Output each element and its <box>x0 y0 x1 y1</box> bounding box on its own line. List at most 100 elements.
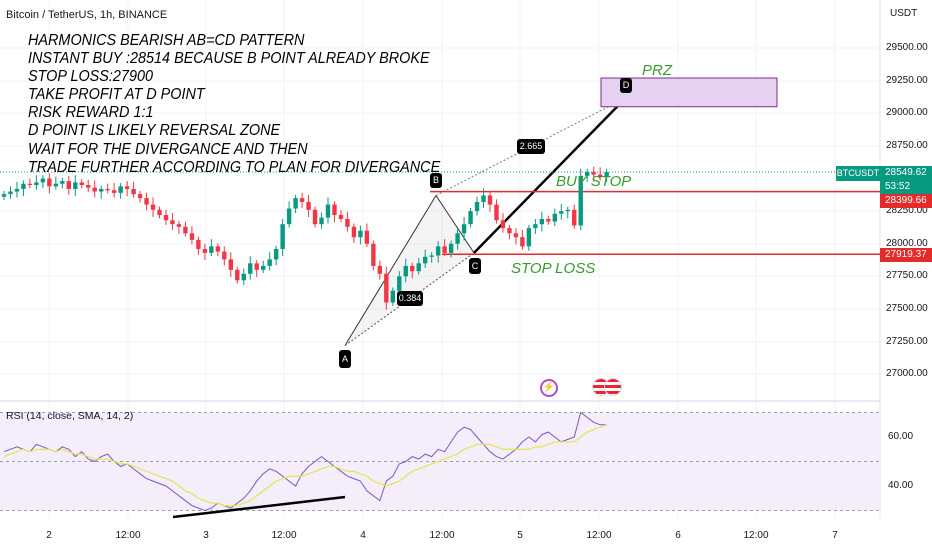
candle-body <box>325 204 331 218</box>
candle-body <box>267 259 272 266</box>
point-d-label: D <box>620 78 632 93</box>
candle-body <box>150 204 156 210</box>
candle-body <box>390 290 395 303</box>
note-line: HARMONICS BEARISH AB=CD PATTERN <box>28 32 305 49</box>
candle-body <box>235 269 240 281</box>
candle-body <box>209 246 214 253</box>
candle-body <box>423 256 428 264</box>
candle-body <box>572 209 577 226</box>
rsi-tick: 60.00 <box>888 431 914 442</box>
price-tick: 28250.00 <box>886 205 928 217</box>
lightning-icon[interactable]: ⚡ <box>540 379 558 397</box>
candle-body <box>73 182 78 189</box>
time-tick: 3 <box>203 530 209 541</box>
note-line: RISK REWARD 1:1 <box>28 104 154 122</box>
candle-body <box>163 215 169 221</box>
rsi-pane <box>0 411 880 519</box>
candle-body <box>513 233 519 238</box>
candle-body <box>273 248 279 260</box>
candle-body <box>8 191 13 195</box>
symbol-title: Bitcoin / TetherUS, 1h, BINANCE <box>6 9 168 21</box>
currency-label: USDT <box>890 8 918 19</box>
prz-label: PRZ <box>642 62 672 79</box>
candle-body <box>53 183 59 187</box>
leg-cd <box>473 96 627 254</box>
us-flag-icon[interactable] <box>604 378 622 396</box>
candle-body <box>494 204 499 221</box>
trade-notes: HARMONICS BEARISH AB=CD PATTERN INSTANT B… <box>28 32 440 177</box>
time-tick: 5 <box>517 530 523 541</box>
candle-body <box>546 218 551 222</box>
candle-body <box>92 187 97 192</box>
candle-body <box>319 217 324 225</box>
candle-body <box>40 178 46 183</box>
candle-body <box>124 186 130 189</box>
candle-body <box>299 198 305 202</box>
price-tick: 29500.00 <box>886 42 928 53</box>
note-line: STOP LOSS:27900 <box>28 68 154 86</box>
candle-body <box>371 243 376 266</box>
candle-body <box>86 185 91 188</box>
time-tick: 12:00 <box>115 530 141 541</box>
buy-stop-label: BUY STOP <box>556 173 632 190</box>
candle-body <box>487 195 493 205</box>
candle-body <box>500 220 506 229</box>
price-tick: 28750.00 <box>886 139 928 151</box>
leg-bc <box>435 195 475 254</box>
candle-body <box>111 190 117 193</box>
candle-body <box>144 198 149 205</box>
time-tick: 12:00 <box>743 530 769 541</box>
stop-loss-price-badge: 27919.37 <box>880 248 932 262</box>
countdown-badge: 53:52 <box>880 180 932 194</box>
price-tick: 29000.00 <box>886 107 928 119</box>
candle-body <box>14 188 20 192</box>
rsi-sma-line <box>3 424 607 507</box>
price-tick: 27750.00 <box>886 270 928 282</box>
candle-body <box>416 263 421 272</box>
candle-body <box>552 213 557 222</box>
candle-body <box>358 230 363 238</box>
candle-body <box>455 233 460 244</box>
candle-body <box>377 265 383 274</box>
candle-body <box>254 263 259 270</box>
candle-body <box>410 265 415 272</box>
candle-body <box>345 218 350 227</box>
candle-body <box>105 188 110 191</box>
time-tick: 7 <box>832 530 838 541</box>
candle-body <box>293 198 298 209</box>
rsi-line <box>3 411 607 512</box>
candle-body <box>559 211 564 214</box>
price-tick: 27000.00 <box>886 368 928 380</box>
candle-body <box>468 211 473 225</box>
candle-body <box>21 183 26 189</box>
candle-body <box>332 204 337 216</box>
candle-body <box>286 208 292 225</box>
point-c-label: C <box>469 258 481 274</box>
candle-body <box>60 181 65 184</box>
candle-body <box>47 178 52 187</box>
price-tick: 27250.00 <box>886 335 928 347</box>
divergence-line <box>172 495 346 519</box>
candle-body <box>397 276 402 291</box>
candle-body <box>351 226 357 238</box>
note-line: WAIT FOR THE DIVERGANCE AND THEN <box>28 140 308 158</box>
candle-body <box>306 201 311 210</box>
candle-body <box>578 175 583 226</box>
candle-body <box>137 194 143 199</box>
leg-ab <box>344 195 437 346</box>
candle-body <box>338 215 344 219</box>
time-tick: 12:00 <box>586 530 612 541</box>
rsi-tick: 40.00 <box>888 480 914 491</box>
price-tick: 27500.00 <box>886 303 928 314</box>
candle-body <box>384 273 389 303</box>
price-tick: 29250.00 <box>886 74 928 86</box>
candle-body <box>539 218 545 225</box>
candle-body <box>157 209 162 216</box>
note-line: TAKE PROFIT AT D POINT <box>28 86 205 104</box>
candle-body <box>176 224 182 227</box>
candle-body <box>520 237 525 247</box>
candle-body <box>403 265 408 277</box>
candle-body <box>215 246 221 252</box>
candle-body <box>533 224 538 229</box>
